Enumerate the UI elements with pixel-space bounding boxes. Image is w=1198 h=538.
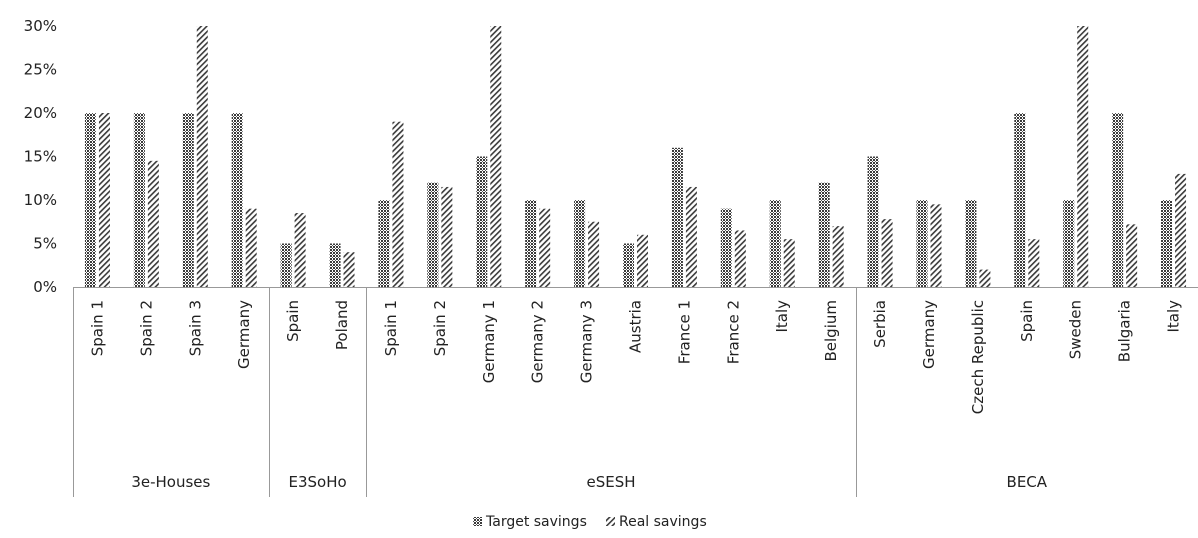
category-label: Germany bbox=[235, 300, 253, 369]
bar-real-savings bbox=[147, 160, 159, 287]
legend-label: Real savings bbox=[619, 514, 707, 530]
bar-real-savings bbox=[343, 252, 355, 287]
bar-target-savings bbox=[574, 200, 586, 287]
bar-target-savings bbox=[867, 156, 879, 287]
y-tick-label: 30% bbox=[24, 17, 57, 35]
category-label: Spain 1 bbox=[88, 300, 106, 356]
bar-target-savings bbox=[1112, 113, 1124, 287]
bar-real-savings bbox=[490, 26, 502, 287]
bar-target-savings bbox=[133, 113, 145, 287]
y-tick-label: 10% bbox=[24, 191, 57, 209]
category-label: Germany 1 bbox=[480, 300, 498, 383]
bar-real-savings bbox=[930, 204, 942, 287]
bar-real-savings bbox=[196, 26, 208, 287]
legend: Target savings Real savings bbox=[473, 514, 707, 530]
category-label: Belgium bbox=[822, 300, 840, 362]
bar-real-savings bbox=[637, 234, 648, 287]
bar-real-savings bbox=[734, 230, 746, 287]
category-label: Germany bbox=[920, 300, 938, 369]
legend-label: Target savings bbox=[485, 514, 587, 530]
bar-target-savings bbox=[916, 200, 928, 287]
category-label: Italy bbox=[1165, 300, 1183, 333]
bar-real-savings bbox=[1175, 173, 1187, 287]
bar-real-savings bbox=[881, 219, 893, 287]
bar-real-savings bbox=[1077, 26, 1089, 287]
y-tick-label: 5% bbox=[33, 235, 57, 253]
category-label: Spain 2 bbox=[431, 300, 449, 356]
category-label: Spain bbox=[1018, 300, 1036, 342]
bar-target-savings bbox=[818, 182, 830, 287]
bar-real-savings bbox=[685, 186, 697, 287]
group-label: E3SoHo bbox=[288, 473, 346, 491]
bar-target-savings bbox=[671, 147, 683, 287]
category-label: Bulgaria bbox=[1116, 300, 1134, 362]
bar-target-savings bbox=[182, 113, 194, 287]
bars bbox=[84, 26, 1187, 287]
bar-target-savings bbox=[525, 200, 537, 287]
bar-real-savings bbox=[588, 221, 600, 287]
bar-target-savings bbox=[231, 113, 243, 287]
bar-real-savings bbox=[392, 121, 404, 287]
bar-target-savings bbox=[378, 200, 390, 287]
bar-real-savings bbox=[245, 208, 257, 287]
category-label: Czech Republic bbox=[969, 300, 987, 414]
bar-target-savings bbox=[623, 243, 634, 287]
bar-target-savings bbox=[769, 200, 781, 287]
y-tick-label: 15% bbox=[24, 148, 57, 166]
y-tick-label: 20% bbox=[24, 104, 57, 122]
y-tick-label: 0% bbox=[33, 278, 57, 296]
bar-target-savings bbox=[329, 243, 341, 287]
x-axis: Spain 1 Spain 2 Spain 3 Germany Spain Poland S… bbox=[73, 287, 1198, 497]
legend-target-swatch bbox=[473, 517, 482, 526]
category-label: Italy bbox=[773, 300, 791, 333]
category-label: Poland bbox=[333, 300, 351, 350]
bar-target-savings bbox=[1014, 113, 1026, 287]
bar-target-savings bbox=[1161, 200, 1173, 287]
bar-target-savings bbox=[280, 243, 292, 287]
category-label: Germany 2 bbox=[529, 300, 547, 383]
bar-real-savings bbox=[783, 239, 795, 287]
category-label: Austria bbox=[627, 300, 645, 353]
y-axis-ticks: 0% 5% 10% 15% 20% 25% 30% bbox=[24, 17, 57, 296]
category-label: Germany 3 bbox=[578, 300, 596, 383]
bar-target-savings bbox=[1063, 200, 1075, 287]
bar-real-savings bbox=[294, 213, 306, 287]
category-label: France 2 bbox=[724, 300, 742, 364]
bar-real-savings bbox=[539, 208, 551, 287]
category-label: France 1 bbox=[675, 300, 693, 364]
category-label: Spain 3 bbox=[186, 300, 204, 356]
bar-real-savings bbox=[1126, 224, 1138, 287]
bar-target-savings bbox=[965, 200, 977, 287]
bar-target-savings bbox=[476, 156, 488, 287]
y-tick-label: 25% bbox=[24, 61, 57, 79]
group-label: eSESH bbox=[587, 473, 636, 491]
legend-real-swatch bbox=[606, 517, 615, 526]
bar-target-savings bbox=[427, 182, 439, 287]
group-label: 3e-Houses bbox=[131, 473, 210, 491]
bar-real-savings bbox=[98, 113, 110, 287]
category-label: Spain bbox=[284, 300, 302, 342]
group-label: BECA bbox=[1007, 473, 1048, 491]
bar-target-savings bbox=[84, 113, 96, 287]
category-label: Sweden bbox=[1067, 300, 1085, 359]
category-label: Spain 1 bbox=[382, 300, 400, 356]
bar-real-savings bbox=[979, 269, 991, 287]
bar-real-savings bbox=[441, 186, 453, 287]
category-label: Serbia bbox=[871, 300, 889, 348]
category-label: Spain 2 bbox=[137, 300, 155, 356]
bar-real-savings bbox=[1028, 239, 1040, 287]
bar-real-savings bbox=[832, 226, 844, 287]
bar-target-savings bbox=[720, 208, 732, 287]
